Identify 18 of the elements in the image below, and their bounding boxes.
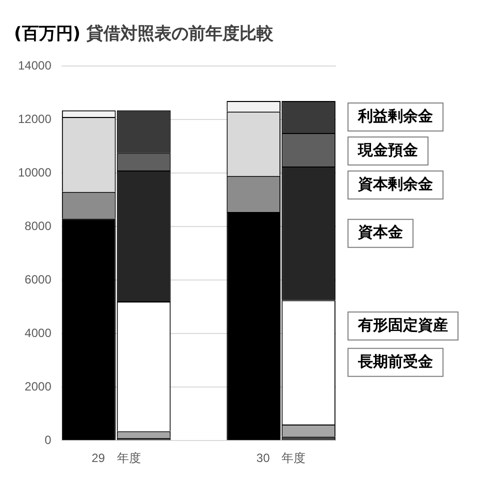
text: 有形固定資産	[357, 316, 448, 334]
series-label: 利益剰余金	[357, 106, 433, 125]
y-tick-label: 14000	[18, 58, 52, 73]
series-label: 資本金	[357, 223, 403, 242]
series-label: 資本剰余金	[357, 174, 433, 193]
y-tick-label: 6000	[24, 272, 52, 286]
y-tick-label: 10000	[18, 165, 52, 180]
x-tick-label: 30 年度	[256, 451, 306, 466]
y-tick-label: 4000	[24, 326, 52, 340]
y-tick-label: 12000	[18, 112, 52, 126]
y-tick-label: 0	[44, 432, 52, 447]
y-axis-title: (百万円)	[14, 24, 81, 44]
y-tick-label: 2000	[24, 379, 52, 394]
y-tick-label: 8000	[24, 218, 52, 233]
text: 現金預金	[357, 140, 418, 159]
x-tick-label: 29 年度	[92, 451, 141, 466]
chart-title: 貸借対照表の前年度比較	[86, 24, 274, 44]
series-label: 長期前受金	[357, 352, 433, 370]
